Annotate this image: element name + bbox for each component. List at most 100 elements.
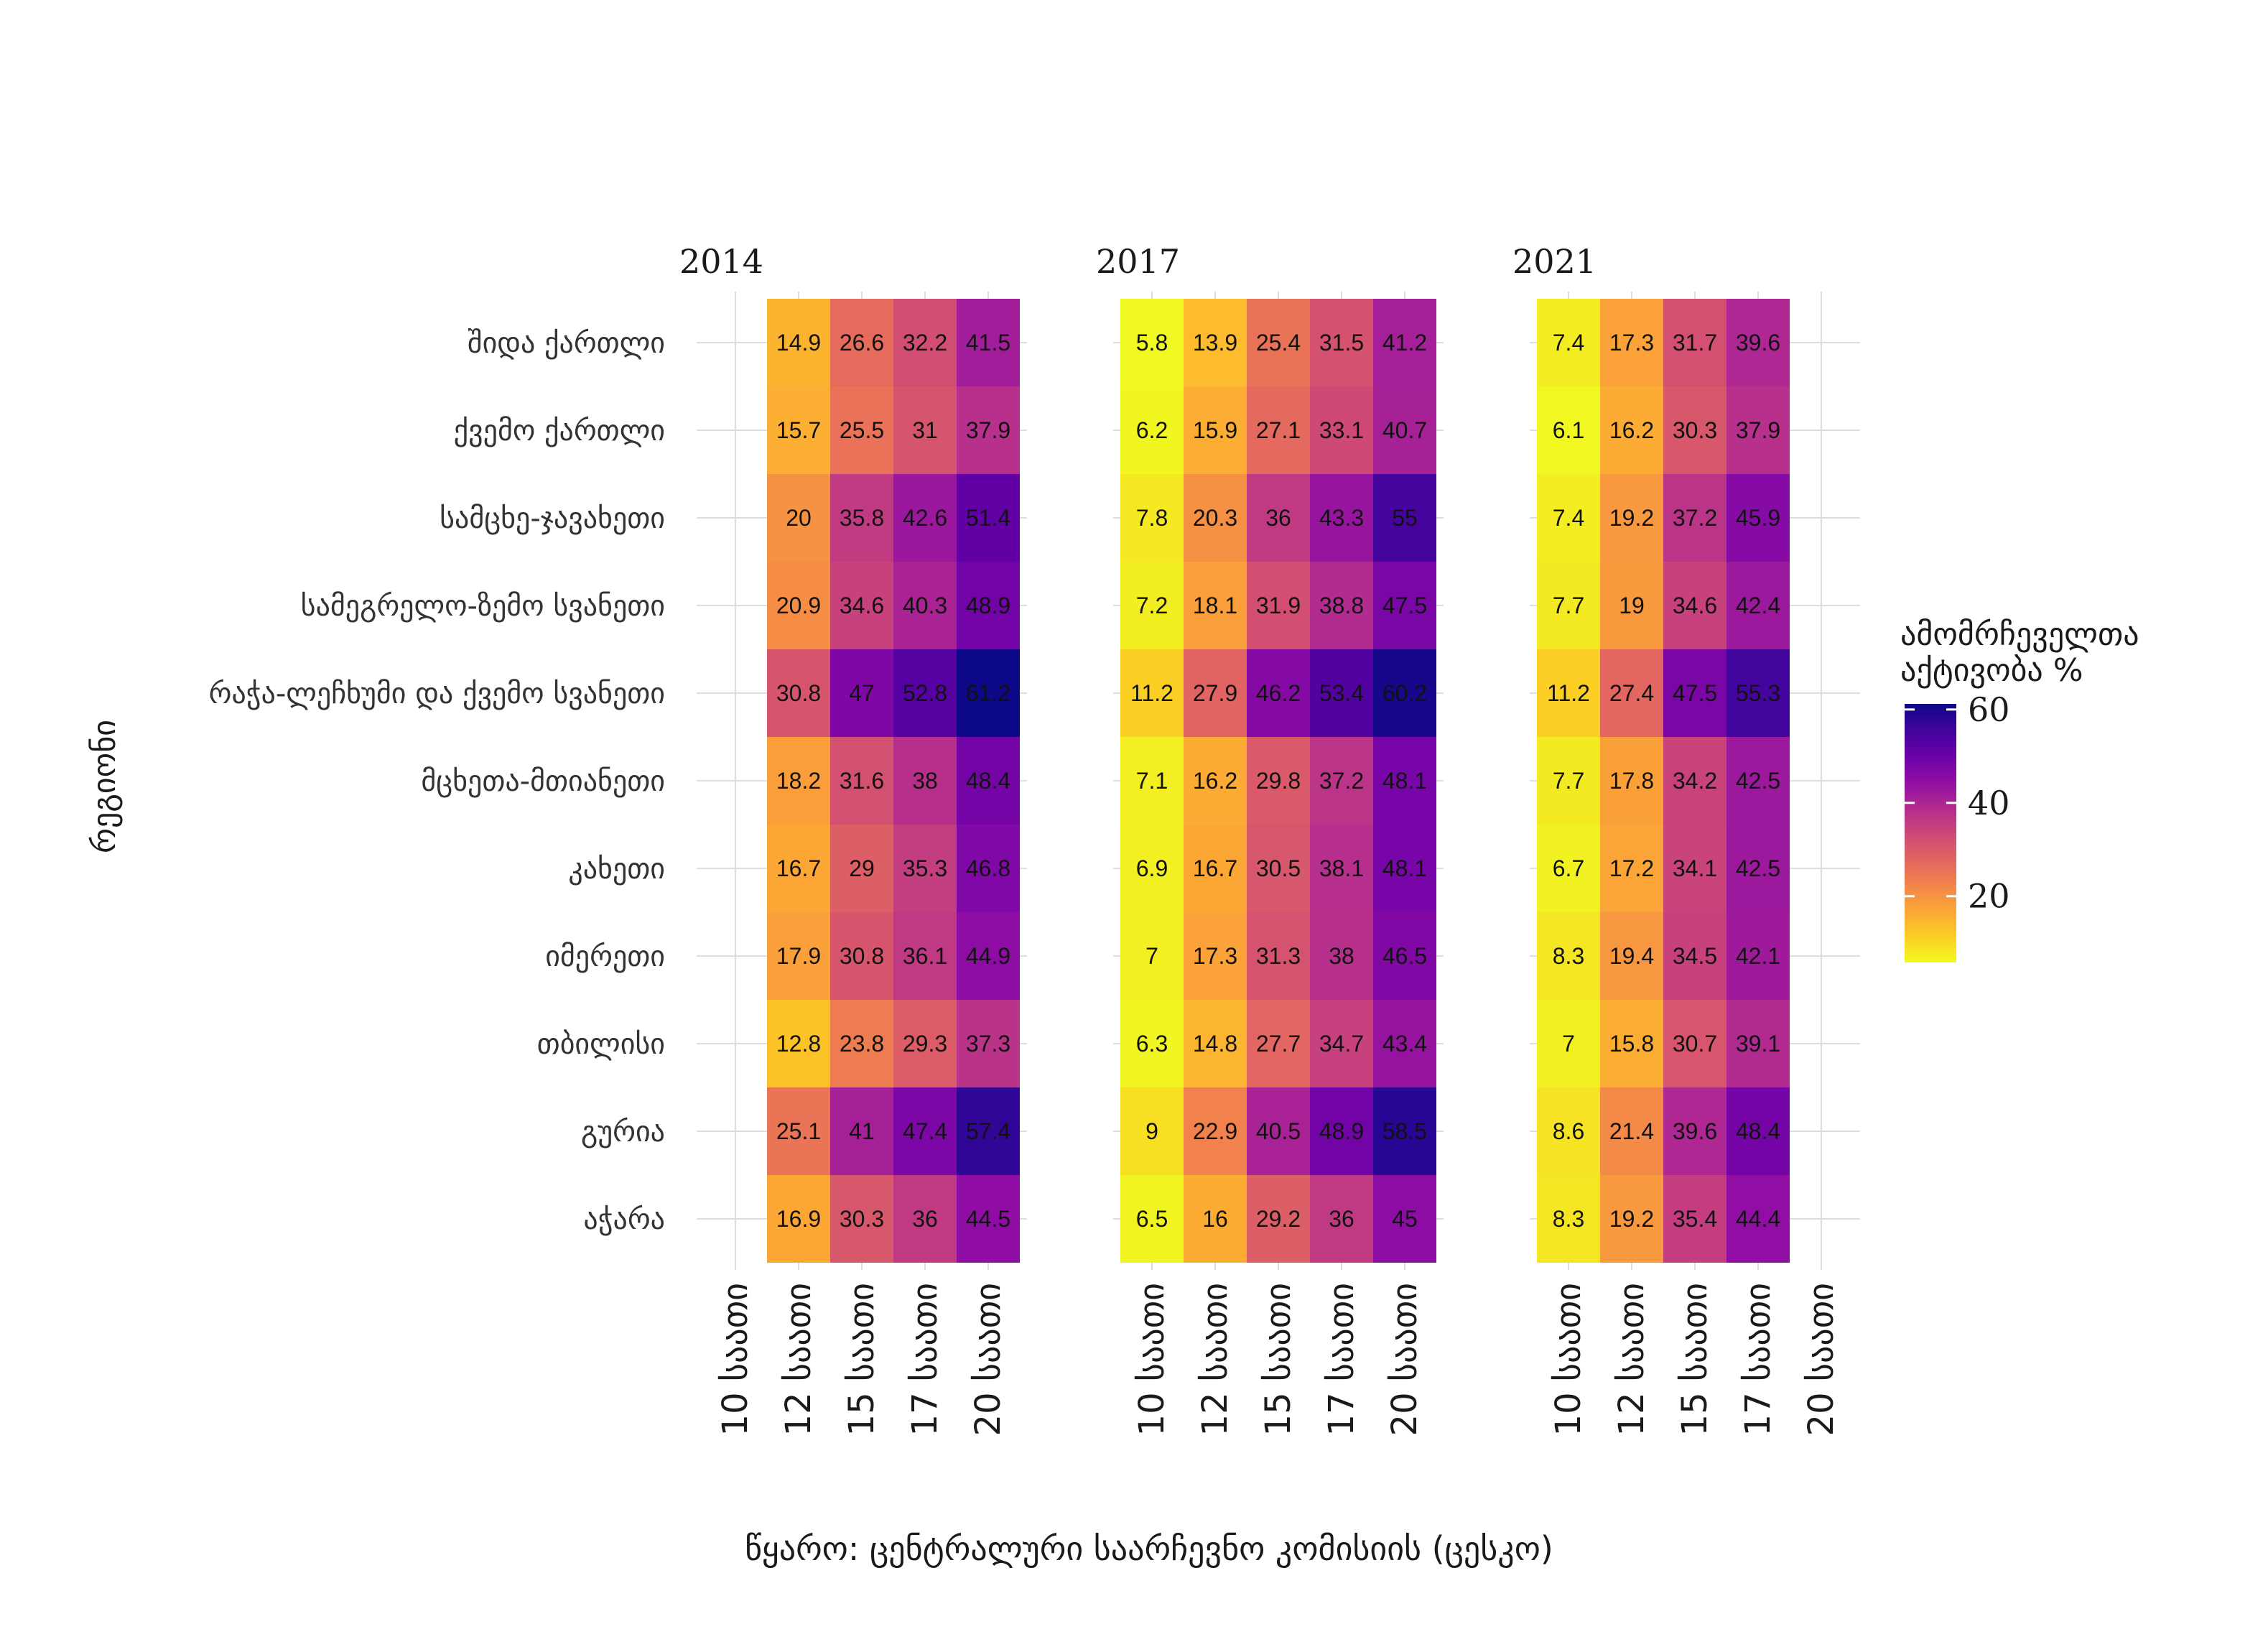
heat-cell-2017-4-1 [1184,649,1247,737]
cell-label-2014-0-4: 41.5 [966,330,1010,356]
heat-cell-2021-6-3 [1726,825,1790,912]
heat-cell-2014-1-4 [957,386,1020,474]
cell-label-2017-3-2: 31.9 [1256,593,1301,618]
cell-label-2021-9-3: 48.4 [1736,1118,1780,1144]
heat-cell-2021-8-1 [1600,1000,1663,1087]
cell-label-2021-3-1: 19 [1619,593,1645,618]
x-tick-2014-4: 20 საათი [968,1283,1008,1436]
cell-label-2021-10-2: 35.4 [1673,1206,1717,1232]
row-label-1: ქვემო ქართლი [454,414,665,447]
heat-cell-2017-6-0 [1120,825,1184,912]
cell-label-2014-3-2: 34.6 [840,593,884,618]
cell-label-2021-0-1: 17.3 [1609,330,1654,356]
cell-label-2017-6-4: 48.1 [1382,855,1427,881]
cell-label-2021-5-0: 7.7 [1553,768,1584,794]
x-tick-2014-0: 10 საათი [715,1283,756,1436]
heat-cell-2017-0-4 [1373,299,1436,386]
heat-cell-2014-4-2 [830,649,893,737]
heat-cell-2014-7-4 [957,912,1020,1000]
heat-cell-2021-5-3 [1726,737,1790,825]
cell-label-2017-6-1: 16.7 [1193,855,1237,881]
heat-cell-2021-0-2 [1663,299,1726,386]
heat-cell-2014-2-2 [830,474,893,562]
heat-cell-2017-5-4 [1373,737,1436,825]
cell-label-2014-4-4: 61.2 [966,680,1010,706]
cell-label-2014-9-3: 47.4 [903,1118,947,1144]
heat-cell-2017-3-4 [1373,562,1436,649]
cell-label-2014-4-2: 47 [849,680,875,706]
heat-cell-2021-2-0 [1537,474,1600,562]
heat-cell-2021-3-2 [1663,562,1726,649]
heat-cell-2017-7-4 [1373,912,1436,1000]
cell-label-2017-9-0: 9 [1145,1118,1158,1144]
legend-tick-20: 20 [1968,877,2010,916]
caption-source: წყარო: ცენტრალური საარჩევნო კომისიის (ცე… [745,1529,1553,1568]
heat-cell-2014-10-1 [767,1175,830,1263]
cell-label-2021-6-1: 17.2 [1609,855,1654,881]
cell-label-2017-2-1: 20.3 [1193,505,1237,531]
cell-label-2021-4-1: 27.4 [1609,680,1654,706]
cell-label-2021-7-1: 19.4 [1609,943,1654,969]
heat-cell-2017-6-1 [1184,825,1247,912]
heat-cell-2014-9-2 [830,1087,893,1175]
cell-label-2021-2-0: 7.4 [1553,505,1584,531]
cell-label-2017-0-2: 25.4 [1256,330,1301,356]
cell-label-2021-8-0: 7 [1562,1031,1575,1057]
cell-label-2021-2-1: 19.2 [1609,505,1654,531]
heat-cell-2014-4-1 [767,649,830,737]
cell-label-2014-6-1: 16.7 [776,855,821,881]
cell-label-2014-3-3: 40.3 [903,593,947,618]
cell-label-2017-1-1: 15.9 [1193,417,1237,443]
legend-tick-60: 60 [1968,690,2010,729]
cell-label-2021-9-1: 21.4 [1609,1118,1654,1144]
heat-cell-2017-2-4 [1373,474,1436,562]
cell-label-2017-5-3: 37.2 [1319,768,1364,794]
heat-cell-2017-8-0 [1120,1000,1184,1087]
cell-label-2017-8-4: 43.4 [1382,1031,1427,1057]
cell-label-2014-1-1: 15.7 [776,417,821,443]
heat-cell-2017-8-4 [1373,1000,1436,1087]
heat-cell-2021-1-0 [1537,386,1600,474]
cell-label-2017-8-0: 6.3 [1136,1031,1168,1057]
cell-label-2021-8-2: 30.7 [1673,1031,1717,1057]
cell-label-2017-10-1: 16 [1202,1206,1228,1232]
heat-cell-2021-7-3 [1726,912,1790,1000]
cell-label-2021-6-2: 34.1 [1673,855,1717,881]
cell-label-2014-9-4: 57.4 [966,1118,1010,1144]
heat-cell-2017-8-1 [1184,1000,1247,1087]
cell-label-2017-3-0: 7.2 [1136,593,1168,618]
heat-cell-2017-6-3 [1310,825,1373,912]
heat-cell-2021-9-3 [1726,1087,1790,1175]
heat-cell-2017-3-1 [1184,562,1247,649]
cell-label-2014-10-2: 30.3 [840,1206,884,1232]
cell-label-2014-6-3: 35.3 [903,855,947,881]
cell-label-2017-9-4: 58.5 [1382,1118,1427,1144]
cell-label-2014-5-3: 38 [912,768,938,794]
heat-cell-2021-10-3 [1726,1175,1790,1263]
cell-label-2017-4-1: 27.9 [1193,680,1237,706]
legend-title-line-1: აქტივობა % [1900,652,2083,689]
cell-label-2014-0-2: 26.6 [840,330,884,356]
cell-label-2014-0-3: 32.2 [903,330,947,356]
heat-cell-2017-1-0 [1120,386,1184,474]
cell-label-2017-7-4: 46.5 [1382,943,1427,969]
heat-cell-2017-5-1 [1184,737,1247,825]
cell-label-2021-2-2: 37.2 [1673,505,1717,531]
x-tick-2014-2: 15 საათი [842,1283,882,1436]
heat-cell-2017-2-2 [1247,474,1310,562]
heat-cell-2017-9-2 [1247,1087,1310,1175]
cell-label-2017-1-4: 40.7 [1382,417,1427,443]
row-label-7: იმერეთი [545,940,665,973]
cell-label-2021-5-3: 42.5 [1736,768,1780,794]
heat-cell-2014-8-3 [893,1000,957,1087]
heat-cell-2017-5-3 [1310,737,1373,825]
heat-cell-2017-8-2 [1247,1000,1310,1087]
cell-label-2014-1-4: 37.9 [966,417,1010,443]
heat-cell-2017-4-4 [1373,649,1436,737]
heat-cell-2021-7-2 [1663,912,1726,1000]
cell-label-2017-8-3: 34.7 [1319,1031,1364,1057]
cell-label-2014-3-4: 48.9 [966,593,1010,618]
heat-cell-2017-0-3 [1310,299,1373,386]
cell-label-2021-3-3: 42.4 [1736,593,1780,618]
cell-label-2014-7-1: 17.9 [776,943,821,969]
